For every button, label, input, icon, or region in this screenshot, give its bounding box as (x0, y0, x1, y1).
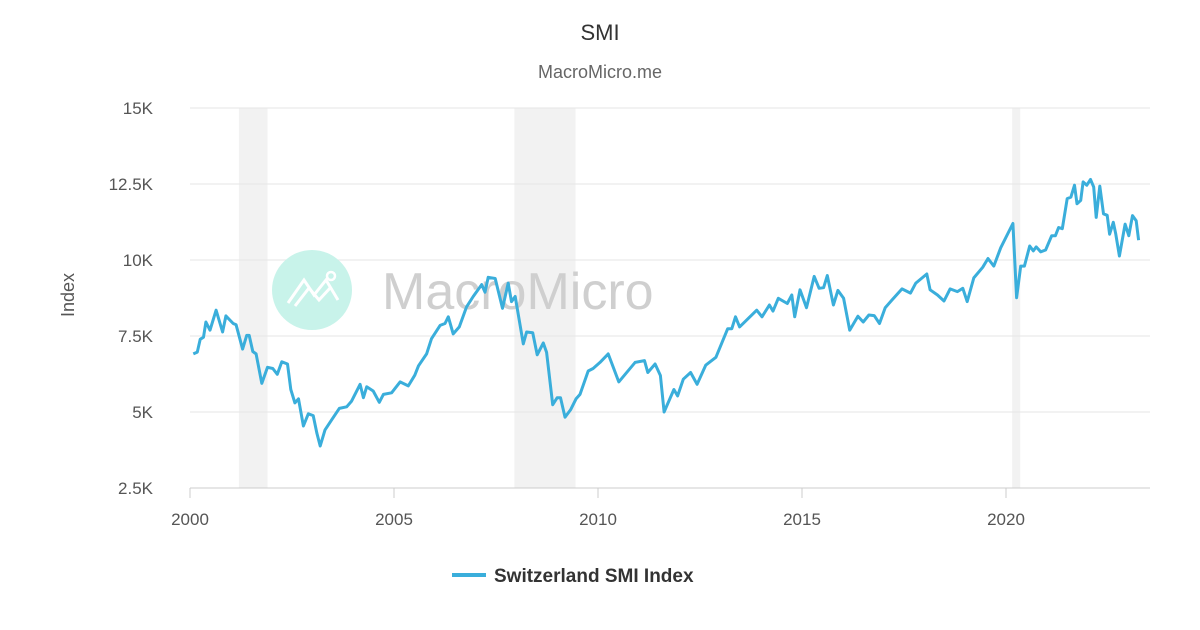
y-tick-label: 2.5K (118, 479, 154, 498)
x-tick-label: 2000 (171, 510, 209, 529)
x-tick-label: 2010 (579, 510, 617, 529)
x-tick-label: 2015 (783, 510, 821, 529)
x-axis: 2000 2005 2010 2015 2020 (171, 487, 1150, 529)
y-tick-label: 10K (123, 251, 154, 270)
series-line (192, 177, 1141, 448)
shaded-period (514, 108, 576, 488)
watermark-logo-mark2-icon (293, 285, 333, 307)
legend[interactable]: Switzerland SMI Index (452, 566, 694, 587)
y-tick-label: 15K (123, 99, 154, 118)
y-axis-label: Index (58, 273, 78, 317)
series-layer (192, 177, 1141, 448)
chart-title: SMI (580, 20, 619, 45)
y-tick-label: 5K (132, 403, 153, 422)
y-tick-label: 12.5K (109, 175, 154, 194)
y-tick-label: 7.5K (118, 327, 154, 346)
watermark-logo-dot-icon (325, 270, 337, 282)
x-tick-label: 2005 (375, 510, 413, 529)
legend-label[interactable]: Switzerland SMI Index (494, 566, 694, 587)
chart-subtitle: MacroMicro.me (538, 62, 662, 82)
watermark: MacroMicro (272, 250, 654, 330)
shaded-period (238, 108, 268, 488)
x-tick-label: 2020 (987, 510, 1025, 529)
y-axis: 2.5K 5K 7.5K 10K 12.5K 15K (109, 99, 154, 498)
